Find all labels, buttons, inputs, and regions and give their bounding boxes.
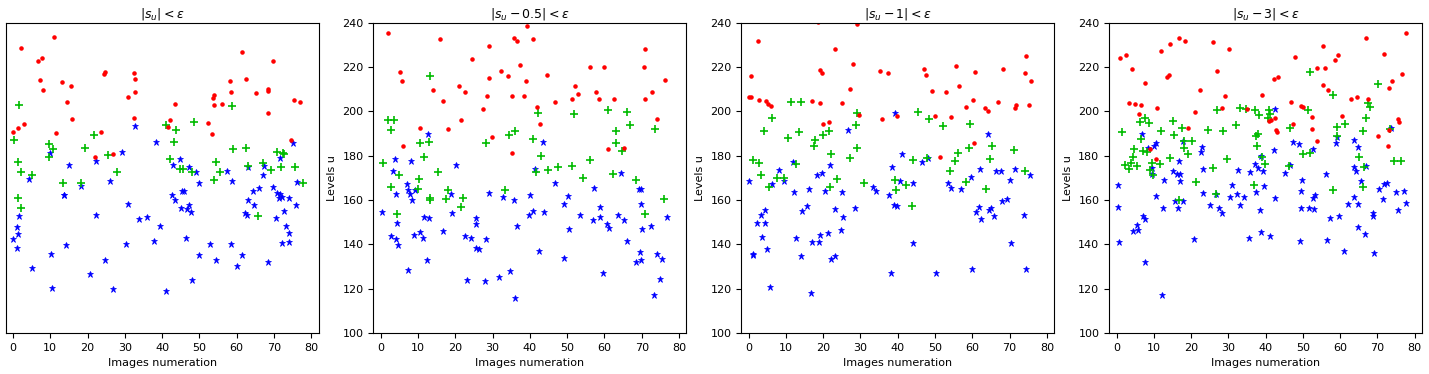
Title: $|s_u| < \epsilon$: $|s_u| < \epsilon$ (140, 6, 184, 22)
Y-axis label: Levels u: Levels u (1063, 155, 1073, 201)
Title: $|s_u - 0.5| < \epsilon$: $|s_u - 0.5| < \epsilon$ (490, 6, 570, 22)
Y-axis label: Levels u: Levels u (327, 155, 337, 201)
X-axis label: Images numeration: Images numeration (107, 358, 217, 368)
X-axis label: Images numeration: Images numeration (1210, 358, 1320, 368)
Y-axis label: Levels u: Levels u (694, 155, 704, 201)
X-axis label: Images numeration: Images numeration (843, 358, 952, 368)
Title: $|s_u - 1| < \epsilon$: $|s_u - 1| < \epsilon$ (865, 6, 932, 22)
Title: $|s_u - 3| < \epsilon$: $|s_u - 3| < \epsilon$ (1232, 6, 1299, 22)
X-axis label: Images numeration: Images numeration (476, 358, 584, 368)
